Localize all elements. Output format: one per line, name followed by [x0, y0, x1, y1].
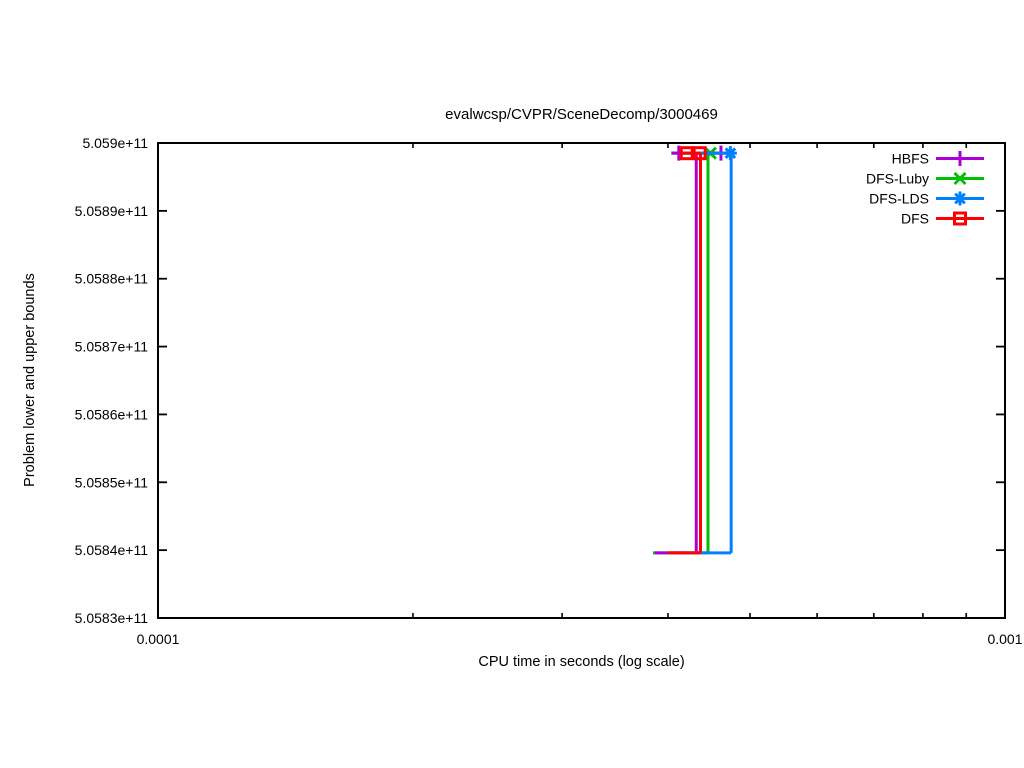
y-tick-label: 5.0585e+11: [75, 474, 149, 490]
series-dfs-marker: [692, 146, 707, 161]
series-dfs-marker: [679, 146, 694, 161]
y-tick-label: 5.0586e+11: [75, 406, 149, 422]
x-tick-label: 0.001: [987, 631, 1022, 647]
legend-label-dfs: DFS: [901, 211, 929, 227]
y-tick-label: 5.0583e+11: [75, 610, 149, 626]
x-tick-label: 0.0001: [137, 631, 180, 647]
legend-marker-dfs-luby: [953, 171, 967, 186]
legend-label-dfs-lds: DFS-LDS: [869, 191, 929, 207]
series-dfs-lds-marker: [723, 146, 737, 161]
y-tick-label: 5.0587e+11: [75, 339, 149, 355]
legend-label-hbfs: HBFS: [892, 151, 929, 167]
y-tick-label: 5.059e+11: [82, 135, 148, 151]
legend-label-dfs-luby: DFS-Luby: [866, 171, 929, 187]
legend-marker-hbfs: [952, 151, 968, 166]
chart-title: evalwcsp/CVPR/SceneDecomp/3000469: [445, 106, 718, 123]
legend-marker-dfs-lds: [953, 191, 967, 206]
y-tick-label: 5.0588e+11: [75, 271, 149, 287]
x-axis-label: CPU time in seconds (log scale): [478, 654, 685, 670]
legend-marker-dfs: [953, 211, 967, 226]
y-tick-label: 5.0589e+11: [75, 203, 149, 219]
y-tick-label: 5.0584e+11: [75, 542, 149, 558]
plot-border: [157, 142, 1006, 619]
y-axis-label: Problem lower and upper bounds: [22, 273, 38, 487]
